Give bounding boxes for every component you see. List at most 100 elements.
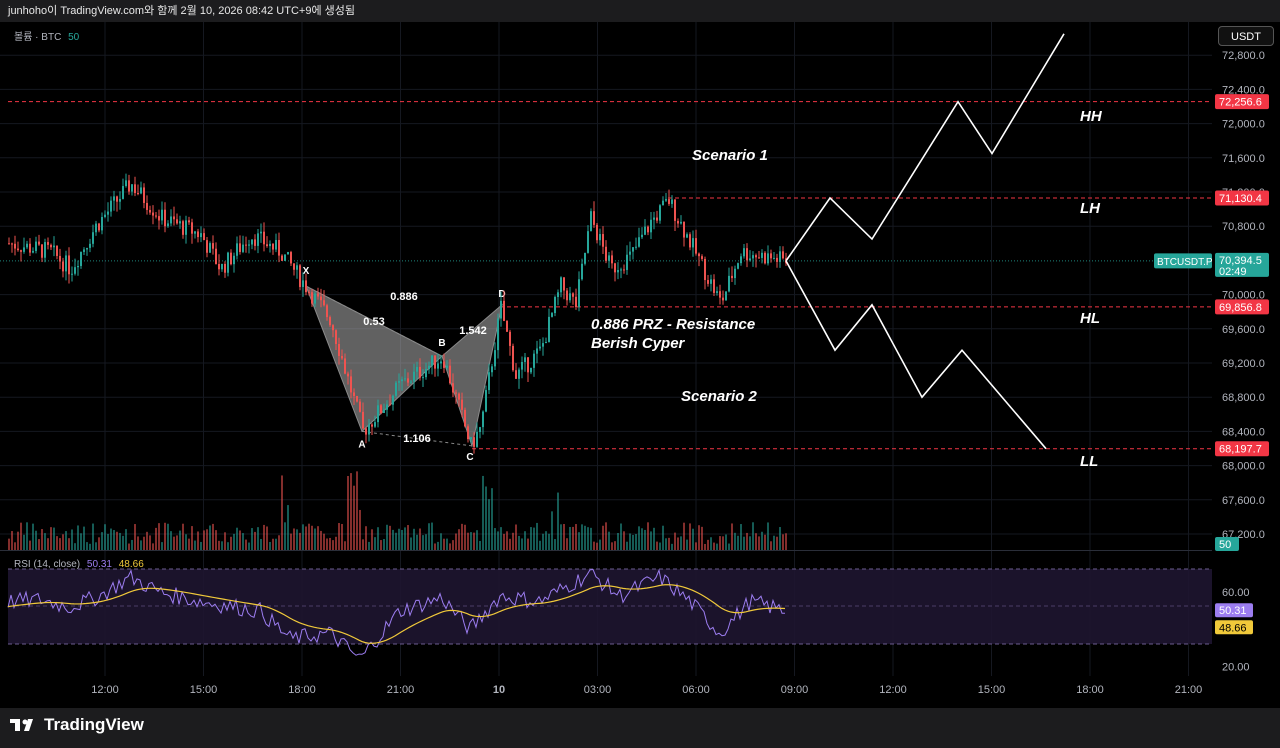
price-tick-label: 69,200.0 bbox=[1222, 358, 1265, 370]
pattern-point-label: A bbox=[358, 439, 365, 450]
candle-body bbox=[410, 381, 412, 383]
candle-body bbox=[44, 242, 46, 258]
candle-body bbox=[131, 184, 133, 192]
candle-body bbox=[500, 300, 502, 319]
candle-body bbox=[128, 180, 130, 192]
volume-bar bbox=[152, 543, 154, 550]
scenario2-path bbox=[785, 260, 1047, 450]
rsi-legend-label: RSI (14, close) bbox=[14, 559, 81, 570]
candle-body bbox=[704, 258, 706, 281]
candle-body bbox=[563, 277, 565, 291]
candle-body bbox=[722, 297, 724, 301]
candle-body bbox=[740, 256, 742, 264]
volume-bar bbox=[713, 542, 715, 550]
candle-body bbox=[374, 422, 376, 427]
candle-body bbox=[383, 409, 385, 414]
candle-body bbox=[380, 405, 382, 414]
volume-bar bbox=[548, 533, 550, 550]
candle-body bbox=[587, 231, 589, 253]
volume-bar bbox=[68, 538, 70, 550]
candle-body bbox=[761, 252, 763, 258]
volume-bar bbox=[383, 538, 385, 550]
candle-body bbox=[776, 257, 778, 262]
candle-body bbox=[344, 358, 346, 374]
volume-bar bbox=[521, 538, 523, 550]
candle-body bbox=[305, 280, 307, 293]
candle-body bbox=[368, 424, 370, 435]
volume-bar bbox=[248, 542, 250, 550]
volume-bar bbox=[767, 522, 769, 550]
volume-bar bbox=[128, 543, 130, 550]
volume-bar bbox=[179, 530, 181, 550]
candle-body bbox=[281, 255, 283, 261]
candle-body bbox=[194, 231, 196, 234]
candle-body bbox=[329, 317, 331, 326]
tradingview-logo[interactable]: TradingView bbox=[10, 715, 144, 735]
price-badges: 72,256.6 71,130.4 69,856.8 68,197.7 BTCUSDT.… bbox=[1154, 94, 1269, 635]
time-axis[interactable]: 12:00 15:00 18:00 21:00 10 03:00 06:00 09:00 12:… bbox=[91, 684, 1202, 696]
volume-bar bbox=[779, 527, 781, 550]
candle-body bbox=[728, 275, 730, 292]
candle-body bbox=[758, 257, 760, 259]
currency-button[interactable]: USDT bbox=[1218, 26, 1274, 46]
candle-body bbox=[317, 293, 319, 297]
volume-legend[interactable]: 볼륨 · BTC 50 bbox=[14, 28, 79, 43]
price-tick-label: 68,400.0 bbox=[1222, 426, 1265, 438]
volume-bar bbox=[89, 543, 91, 550]
volume-bar bbox=[233, 533, 235, 550]
volume-bar bbox=[500, 527, 502, 550]
volume-bar bbox=[749, 536, 751, 550]
volume-bar bbox=[473, 532, 475, 550]
volume-bar bbox=[254, 531, 256, 550]
volume-bar bbox=[212, 523, 214, 550]
volume-bar bbox=[359, 509, 361, 550]
chart-canvas[interactable]: X A B C D 0.886 0.53 1.542 1.106 72,800.0 72,400.… bbox=[0, 22, 1280, 708]
candle-body bbox=[377, 405, 379, 423]
volume-bar bbox=[488, 499, 490, 550]
volume-bar bbox=[761, 531, 763, 550]
volume-bar bbox=[581, 524, 583, 550]
rsi-legend-value: 50.31 bbox=[86, 559, 112, 570]
volume-bar bbox=[686, 539, 688, 550]
volume-bar bbox=[299, 532, 301, 550]
volume-bar bbox=[317, 526, 319, 550]
volume-bar bbox=[431, 522, 433, 550]
volume-bar bbox=[623, 531, 625, 550]
volume-bar bbox=[236, 527, 238, 550]
candle-body bbox=[452, 383, 454, 393]
time-tick-label: 15:00 bbox=[978, 684, 1006, 696]
volume-bar bbox=[143, 536, 145, 550]
rsi-axis[interactable]: 60.00 20.00 bbox=[1222, 587, 1250, 674]
volume-bar bbox=[158, 523, 160, 550]
candle-body bbox=[422, 377, 424, 379]
volume-bar bbox=[203, 530, 205, 550]
candle-body bbox=[437, 363, 439, 369]
volume-bar bbox=[167, 523, 169, 550]
candle-body bbox=[35, 241, 37, 251]
volume-bar bbox=[773, 535, 775, 550]
candle-body bbox=[191, 222, 193, 234]
candle-body bbox=[236, 243, 238, 256]
volume-bar bbox=[425, 534, 427, 550]
candle-body bbox=[404, 378, 406, 380]
volume-bar bbox=[506, 531, 508, 550]
volume-bar bbox=[155, 527, 157, 550]
volume-bar bbox=[17, 531, 19, 550]
volume-bar bbox=[362, 539, 364, 550]
hl-label: HL bbox=[1080, 310, 1100, 327]
volume-bar bbox=[680, 536, 682, 550]
price-tick-label: 70,000.0 bbox=[1222, 290, 1265, 302]
candle-body bbox=[206, 240, 208, 253]
candle-body bbox=[161, 209, 163, 221]
time-tick-label: 18:00 bbox=[1076, 684, 1104, 696]
candle-body bbox=[62, 261, 64, 272]
candle-body bbox=[389, 404, 391, 406]
rsi-legend[interactable]: RSI (14, close) 50.31 48.66 bbox=[14, 559, 144, 570]
volume-bar bbox=[74, 543, 76, 550]
candle-body bbox=[647, 226, 649, 233]
price-axis[interactable]: 72,800.072,400.072,000.071,600.071,200.0… bbox=[1222, 50, 1265, 541]
volume-bar bbox=[440, 533, 442, 550]
countdown-badge-label: 02:49 bbox=[1219, 266, 1247, 278]
candle-body bbox=[518, 369, 520, 379]
volume-bar bbox=[272, 538, 274, 550]
